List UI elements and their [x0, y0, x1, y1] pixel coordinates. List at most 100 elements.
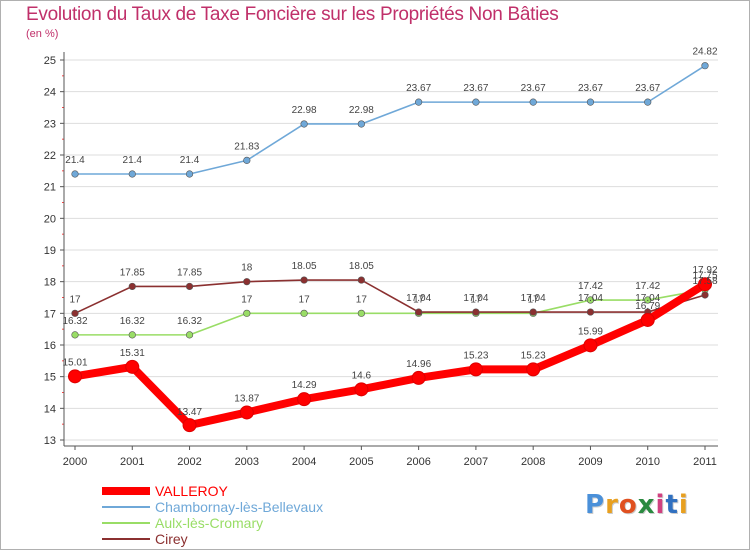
data-label: 17.04 [578, 293, 603, 304]
series-line [74, 279, 706, 315]
y-tick-label: 15 [44, 372, 56, 384]
data-point [300, 120, 308, 128]
data-label: 17 [69, 294, 81, 305]
data-point [529, 98, 537, 106]
data-label: 17 [470, 294, 482, 305]
data-label: 22.98 [349, 105, 374, 116]
series-line [71, 280, 709, 430]
data-point [415, 308, 423, 316]
data-label: 17.85 [120, 267, 145, 278]
data-label: 15.01 [62, 357, 87, 368]
x-tick-label: 2003 [235, 456, 259, 468]
data-label: 16.32 [62, 316, 87, 327]
data-label: 14.96 [406, 359, 431, 370]
data-label: 13.87 [234, 393, 259, 404]
data-point [586, 296, 595, 304]
data-label: 24.82 [692, 47, 717, 58]
data-point [125, 359, 140, 374]
x-tick-label: 2008 [521, 456, 545, 468]
data-point [640, 312, 655, 327]
legend-label: Chambornay-lès-Bellevaux [155, 499, 323, 515]
data-label: 15.23 [521, 350, 546, 361]
data-point [243, 278, 251, 286]
data-point [529, 308, 537, 316]
data-label: 23.67 [406, 83, 431, 94]
data-label-layer: 15.01 15.31 13.47 13.87 14.29 14.6 14.96 15.23 1… [62, 47, 717, 418]
legend-label: Cirey [155, 531, 188, 547]
x-tick-label: 2002 [177, 456, 201, 468]
data-point [68, 369, 82, 384]
data-label: 17 [528, 294, 540, 305]
series-line [74, 288, 706, 336]
data-label: 17.92 [692, 265, 717, 276]
data-label: 21.4 [65, 155, 85, 166]
data-label: 16.79 [635, 301, 660, 312]
data-point [526, 362, 541, 377]
data-point [185, 331, 194, 339]
data-label: 17 [241, 294, 253, 305]
data-label: 15.31 [120, 348, 145, 359]
x-tick-label: 2001 [120, 456, 144, 468]
data-label: 18.05 [349, 261, 374, 272]
data-label: 17.42 [578, 281, 603, 292]
data-point [701, 291, 709, 299]
x-tick-label: 2005 [349, 456, 373, 468]
data-point [128, 282, 136, 291]
y-tick-label: 14 [44, 403, 56, 415]
data-label: 23.67 [521, 83, 546, 94]
data-point [128, 170, 136, 178]
data-point [644, 98, 652, 106]
data-label: 21.83 [234, 141, 259, 152]
series-layer [68, 62, 712, 433]
legend-label: VALLEROY [155, 483, 229, 499]
data-label: 17.75 [692, 271, 717, 282]
data-point [583, 338, 598, 353]
data-label: 16.32 [177, 316, 202, 327]
x-tick-label: 2007 [464, 456, 488, 468]
data-point [243, 309, 251, 317]
data-point [586, 98, 595, 106]
legend: VALLEROYChambornay-lès-BellevauxAulx-lès… [102, 483, 323, 547]
data-label: 14.6 [352, 370, 372, 381]
data-label: 21.4 [123, 155, 143, 166]
data-label: 17.04 [521, 293, 546, 304]
data-label: 13.47 [177, 407, 202, 418]
data-label: 22.98 [292, 105, 317, 116]
y-tick-label: 24 [44, 87, 56, 99]
data-point [644, 296, 652, 304]
y-tick-label: 13 [44, 435, 56, 447]
logo-letter: o [618, 490, 638, 520]
data-label: 17.04 [406, 293, 431, 304]
y-tick-label: 21 [44, 182, 56, 194]
data-label: 18.05 [292, 261, 317, 272]
logo-letter: i [655, 490, 666, 520]
data-label: 17 [299, 294, 311, 305]
logo-letter: x [637, 490, 656, 520]
y-tick-label: 23 [44, 118, 56, 130]
chart-title: Evolution du Taux de Taxe Foncière sur l… [26, 4, 559, 25]
data-point [701, 62, 709, 70]
logo-letter: r [605, 490, 619, 520]
data-point [411, 370, 426, 385]
data-point [297, 392, 312, 407]
logo-letter: t [665, 490, 679, 520]
data-point [185, 282, 194, 291]
data-label: 23.67 [635, 83, 660, 94]
data-label: 14.29 [292, 380, 317, 391]
logo-letter: i [678, 490, 689, 520]
chart-unit-label: (en %) [26, 28, 59, 40]
data-point [415, 98, 423, 106]
axis-layer: 13 14 15 16 17 18 19 20 21 22 23 24 25 2000 2001 2002 20… [44, 52, 718, 468]
data-point [185, 170, 194, 178]
data-point [357, 309, 365, 317]
proxiti-logo: Proxiti [585, 490, 689, 520]
data-point [357, 276, 365, 284]
data-label: 23.67 [463, 83, 488, 94]
legend-label: Aulx-lès-Cromary [155, 515, 263, 531]
x-tick-label: 2010 [635, 456, 659, 468]
data-label: 17 [356, 294, 368, 305]
data-label: 17.58 [692, 276, 717, 287]
y-tick-label: 17 [44, 308, 56, 320]
data-point [128, 331, 136, 339]
